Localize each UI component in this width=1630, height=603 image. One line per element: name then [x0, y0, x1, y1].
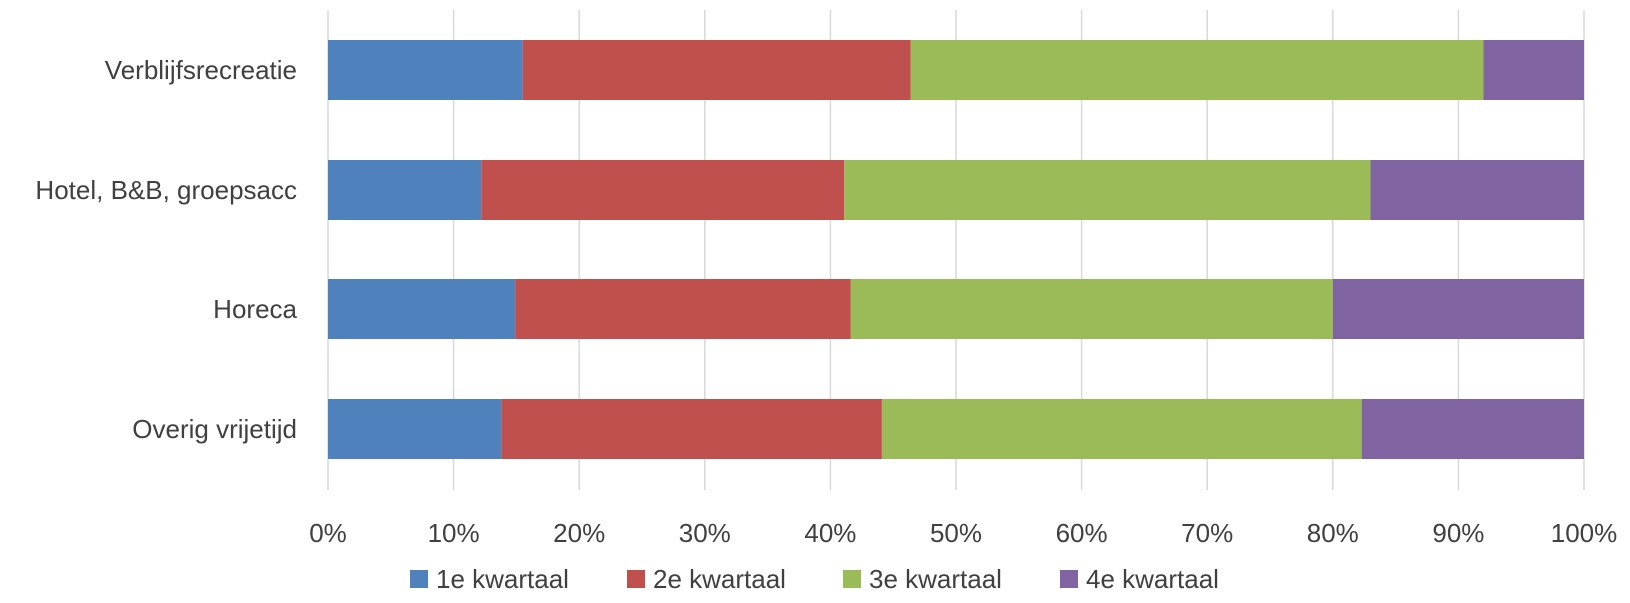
legend-label: 2e kwartaal [653, 564, 786, 594]
x-tick-label: 100% [1551, 518, 1618, 548]
bar-segment [1370, 160, 1584, 220]
x-tick-label: 80% [1307, 518, 1359, 548]
legend-label: 4e kwartaal [1086, 564, 1219, 594]
bar-segment [328, 399, 502, 459]
bar-segment [844, 160, 1371, 220]
bar-segment [328, 40, 523, 100]
x-tick-label: 60% [1056, 518, 1108, 548]
bar-segment [501, 399, 882, 459]
legend-swatch [410, 570, 428, 588]
legend-swatch [843, 570, 861, 588]
legend-swatch [1060, 570, 1078, 588]
bars [328, 40, 1584, 459]
x-tick-label: 50% [930, 518, 982, 548]
bar-segment [328, 160, 482, 220]
bar-segment [910, 40, 1484, 100]
category-label: Horeca [213, 294, 297, 324]
category-label: Hotel, B&B, groepsacc [35, 175, 297, 205]
legend-label: 3e kwartaal [869, 564, 1002, 594]
legend-label: 1e kwartaal [436, 564, 569, 594]
x-axis-tick-labels: 0% 10% 20% 30% 40% 50% 60% 70% 80% 90% 100% [309, 518, 1617, 548]
x-tick-label: 20% [553, 518, 605, 548]
x-tick-label: 0% [309, 518, 347, 548]
bar-segment [515, 279, 851, 339]
x-tick-label: 30% [679, 518, 731, 548]
legend-swatch [627, 570, 645, 588]
bar-segment [522, 40, 911, 100]
bar-segment [1483, 40, 1584, 100]
x-tick-label: 70% [1181, 518, 1233, 548]
bar-segment [481, 160, 845, 220]
bar-segment [328, 279, 516, 339]
x-tick-label: 40% [804, 518, 856, 548]
bar-segment [850, 279, 1333, 339]
bar-segment [1332, 279, 1584, 339]
bar-segment [1361, 399, 1584, 459]
category-labels: Verblijfsrecreatie Hotel, B&B, groepsacc H… [35, 55, 297, 444]
legend: 1e kwartaal 2e kwartaal 3e kwartaal 4e kwar… [410, 564, 1219, 594]
category-label: Verblijfsrecreatie [105, 55, 297, 85]
bar-segment [881, 399, 1362, 459]
x-tick-label: 10% [428, 518, 480, 548]
x-tick-label: 90% [1432, 518, 1484, 548]
category-label: Overig vrijetijd [132, 414, 297, 444]
